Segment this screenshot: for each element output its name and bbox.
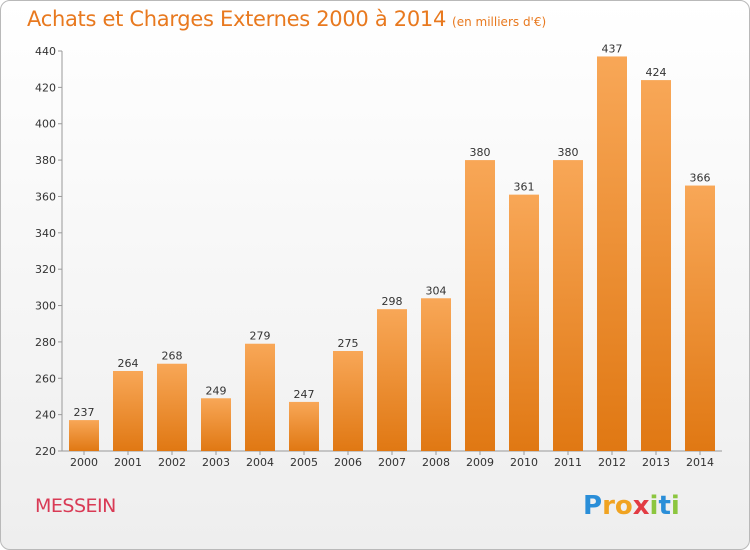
bar xyxy=(69,420,99,451)
bar xyxy=(685,185,715,451)
x-tick-label: 2010 xyxy=(510,456,538,469)
commune-name: MESSEIN xyxy=(35,495,116,517)
y-tick-label: 420 xyxy=(35,81,56,94)
logo-letter: i xyxy=(649,491,659,521)
chart-title: Achats et Charges Externes 2000 à 2014 (e… xyxy=(27,7,546,31)
x-tick-label: 2000 xyxy=(70,456,98,469)
x-tick-label: 2003 xyxy=(202,456,230,469)
bar-value-label: 247 xyxy=(294,388,315,401)
bar-value-label: 268 xyxy=(162,350,183,363)
bar-value-label: 275 xyxy=(338,337,359,350)
logo-letter: P xyxy=(583,491,603,521)
bar xyxy=(333,351,363,451)
x-tick-label: 2012 xyxy=(598,456,626,469)
y-tick-label: 260 xyxy=(35,372,56,385)
chart-subtitle: (en milliers d'€) xyxy=(452,15,547,29)
bar-value-label: 366 xyxy=(690,172,711,185)
logo-letter: r xyxy=(602,491,615,521)
bar-value-label: 279 xyxy=(250,330,271,343)
bar xyxy=(421,298,451,451)
bar xyxy=(245,343,275,451)
y-tick-label: 280 xyxy=(35,336,56,349)
bar xyxy=(289,401,319,451)
proxiti-logo: Proxiti xyxy=(583,491,680,521)
bar xyxy=(553,160,583,451)
bar xyxy=(157,363,187,451)
x-tick-label: 2014 xyxy=(686,456,714,469)
bar-value-label: 437 xyxy=(602,42,623,55)
x-tick-label: 2011 xyxy=(554,456,582,469)
bar-value-label: 249 xyxy=(206,384,227,397)
y-tick-label: 400 xyxy=(35,118,56,131)
x-tick-label: 2007 xyxy=(378,456,406,469)
x-tick-label: 2008 xyxy=(422,456,450,469)
bar-value-label: 304 xyxy=(426,284,447,297)
title-text: Achats et Charges Externes 2000 à 2014 xyxy=(27,7,447,31)
bar-value-label: 298 xyxy=(382,295,403,308)
x-tick-label: 2001 xyxy=(114,456,142,469)
bar-value-label: 237 xyxy=(74,406,95,419)
y-tick-label: 240 xyxy=(35,409,56,422)
bar xyxy=(113,371,143,451)
bar-value-label: 380 xyxy=(470,146,491,159)
x-tick-label: 2004 xyxy=(246,456,274,469)
y-tick-label: 220 xyxy=(35,445,56,458)
bar xyxy=(377,309,407,451)
y-tick-label: 380 xyxy=(35,154,56,167)
logo-letter: x xyxy=(632,491,650,521)
bar xyxy=(597,56,627,452)
logo-letter: t xyxy=(658,491,671,521)
y-tick-label: 300 xyxy=(35,300,56,313)
bar xyxy=(465,160,495,451)
axes: 220 240 260 280 300 320 340 360 380 400 420 440 2000… xyxy=(35,45,722,469)
logo-letter: o xyxy=(614,491,633,521)
bar-value-label: 424 xyxy=(646,66,667,79)
bar-value-label: 380 xyxy=(558,146,579,159)
x-tick-label: 2009 xyxy=(466,456,494,469)
bar-value-label: 361 xyxy=(514,181,535,194)
bar xyxy=(509,194,539,452)
bar-value-label: 264 xyxy=(118,357,139,370)
logo-letter: i xyxy=(670,491,680,521)
bar xyxy=(201,398,231,451)
bars: 237 264 268 249 279 247 275 298 304 380 361 380 437 4… xyxy=(69,42,715,452)
x-tick-label: 2005 xyxy=(290,456,318,469)
x-tick-label: 2006 xyxy=(334,456,362,469)
y-tick-label: 340 xyxy=(35,227,56,240)
y-tick-label: 360 xyxy=(35,190,56,203)
y-tick-label: 440 xyxy=(35,45,56,58)
bar xyxy=(641,80,671,451)
x-tick-label: 2002 xyxy=(158,456,186,469)
x-tick-label: 2013 xyxy=(642,456,670,469)
y-tick-label: 320 xyxy=(35,263,56,276)
